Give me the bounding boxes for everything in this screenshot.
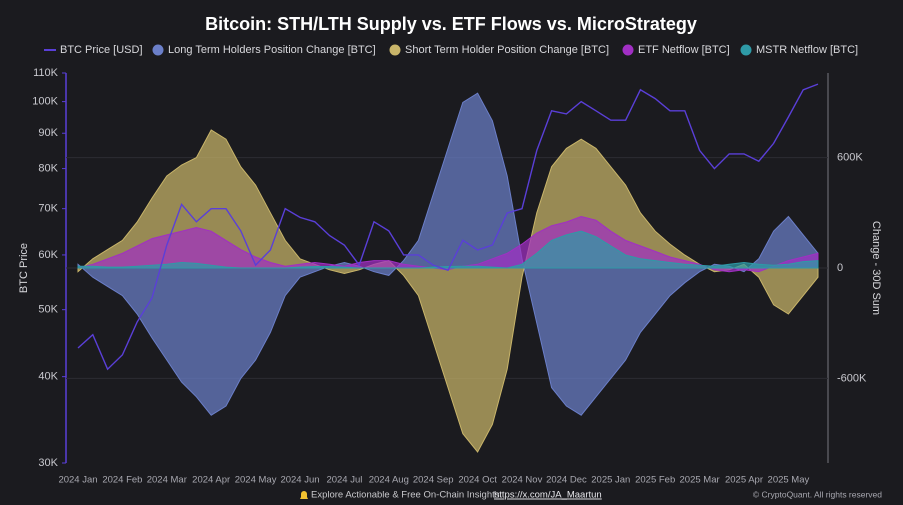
area bbox=[77, 92, 819, 416]
area bbox=[77, 230, 819, 269]
legend-label: Short Term Holder Position Change [BTC] bbox=[405, 44, 609, 56]
x-tick-label: 2024 Mar bbox=[147, 475, 187, 486]
x-tick-label: 2024 Jan bbox=[58, 475, 97, 486]
y-tick-label: 80K bbox=[38, 162, 58, 174]
chart-title: Bitcoin: STH/LTH Supply vs. ETF Flows vs… bbox=[205, 14, 697, 34]
y2-tick-label: 600K bbox=[837, 152, 863, 164]
legend-swatch bbox=[622, 44, 634, 56]
x-tick-label: 2025 Feb bbox=[635, 475, 675, 486]
x-tick-label: 2024 Sep bbox=[413, 475, 454, 486]
y2-axis-label: Change - 30D Sum bbox=[870, 221, 882, 315]
y-tick-label: 70K bbox=[38, 203, 58, 215]
legend-label: BTC Price [USD] bbox=[60, 44, 143, 56]
x-tick-label: 2024 Dec bbox=[546, 475, 587, 486]
x-tick-label: 2024 Apr bbox=[192, 475, 230, 486]
legend-label: ETF Netflow [BTC] bbox=[638, 44, 730, 56]
price-line bbox=[77, 83, 819, 371]
x-tick-label: 2025 May bbox=[768, 475, 810, 486]
x-tick-label: 2024 Feb bbox=[102, 475, 142, 486]
x-tick-label: 2024 Oct bbox=[458, 475, 497, 486]
y-tick-label: 110K bbox=[33, 67, 59, 79]
x-tick-label: 2024 Nov bbox=[502, 475, 543, 486]
legend-swatch bbox=[152, 44, 164, 56]
footer-link[interactable]: https://x.com/JA_Maartun bbox=[494, 490, 602, 501]
y-tick-label: 30K bbox=[38, 457, 58, 469]
y-tick-label: 90K bbox=[38, 127, 58, 139]
bell-icon bbox=[300, 491, 308, 499]
y-tick-label: 40K bbox=[38, 371, 58, 383]
x-tick-label: 2025 Mar bbox=[680, 475, 720, 486]
x-tick-label: 2025 Jan bbox=[591, 475, 630, 486]
y-tick-label: 60K bbox=[38, 249, 58, 261]
area bbox=[77, 129, 819, 453]
legend-swatch bbox=[389, 44, 401, 56]
x-tick-label: 2024 May bbox=[235, 475, 277, 486]
legend-swatch bbox=[740, 44, 752, 56]
x-tick-label: 2025 Apr bbox=[725, 475, 763, 486]
y-tick-label: 100K bbox=[32, 96, 58, 108]
footer-text: Explore Actionable & Free On-Chain Insig… bbox=[311, 490, 502, 501]
y-tick-label: 50K bbox=[38, 304, 58, 316]
y-axis-label: BTC Price bbox=[18, 243, 30, 293]
y2-tick-label: 0 bbox=[837, 262, 843, 274]
x-tick-label: 2024 Jul bbox=[326, 475, 362, 486]
x-tick-label: 2024 Aug bbox=[369, 475, 409, 486]
legend-label: Long Term Holders Position Change [BTC] bbox=[168, 44, 376, 56]
credit: © CryptoQuant. All rights reserved bbox=[753, 489, 882, 499]
y2-tick-label: -600K bbox=[837, 372, 867, 384]
legend-label: MSTR Netflow [BTC] bbox=[756, 44, 858, 56]
x-tick-label: 2024 Jun bbox=[280, 475, 319, 486]
